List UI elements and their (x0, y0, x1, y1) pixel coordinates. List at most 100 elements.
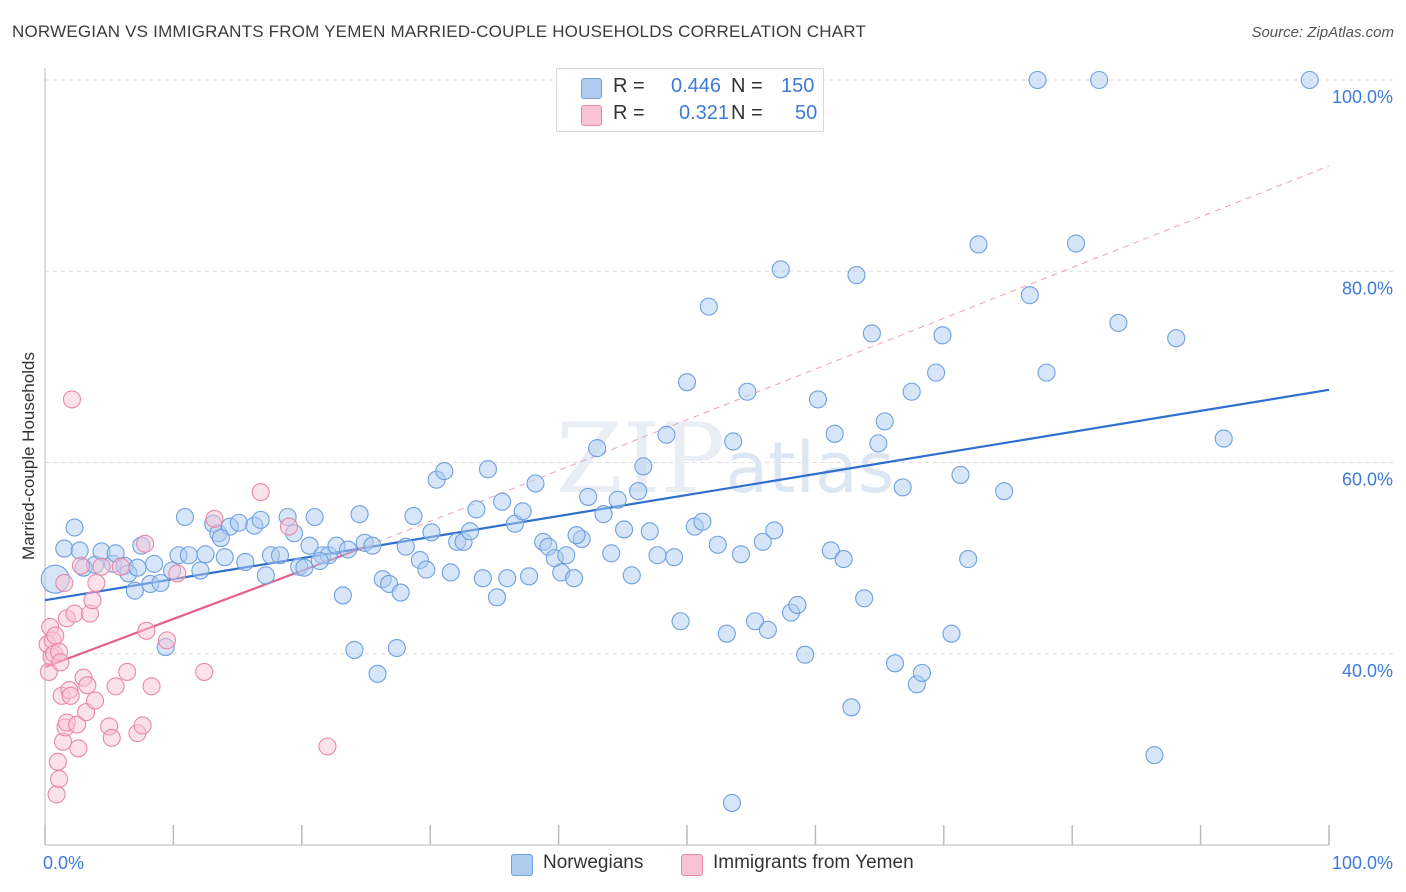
point-norwegians (215, 548, 234, 567)
point-norwegians (151, 573, 170, 593)
point-norwegians (602, 544, 621, 563)
point-norwegians (969, 235, 988, 254)
point-norwegians (65, 518, 84, 537)
point-norwegians (1067, 234, 1086, 253)
point-norwegians (422, 523, 441, 542)
y-tick-label: 80.0% (1342, 278, 1393, 298)
point-norwegians (634, 457, 653, 476)
legend-r-value: 0.446 (671, 75, 722, 97)
point-norwegians (671, 612, 690, 631)
point-norwegians (825, 424, 844, 443)
point-norwegians (657, 425, 676, 444)
point-yemen (111, 557, 130, 576)
point-yemen (61, 686, 80, 705)
point-norwegians (771, 260, 790, 279)
point-yemen (118, 662, 137, 681)
point-yemen (157, 631, 177, 650)
point-norwegians (1167, 329, 1186, 348)
point-norwegians (942, 624, 961, 643)
point-norwegians (487, 588, 507, 607)
point-norwegians (391, 583, 410, 602)
point-norwegians (724, 432, 743, 451)
point-norwegians (821, 541, 840, 560)
watermark: ZIPatlas (556, 403, 894, 515)
point-norwegians (608, 490, 627, 509)
y-axis-label: Married-couple Households (19, 352, 38, 560)
point-norwegians (847, 266, 866, 285)
point-norwegians (738, 382, 757, 401)
point-norwegians (368, 664, 387, 683)
point-norwegians (1214, 429, 1233, 448)
point-yemen (65, 604, 84, 623)
point-norwegians (912, 663, 932, 682)
point-norwegians (808, 390, 828, 409)
point-yemen (92, 557, 111, 576)
point-norwegians (1020, 286, 1039, 305)
legend-n-value: 50 (795, 102, 818, 124)
point-norwegians (579, 487, 598, 506)
point-yemen (142, 677, 161, 696)
y-tick-label: 100.0% (1332, 87, 1393, 107)
point-norwegians (350, 505, 369, 524)
point-norwegians (885, 654, 905, 673)
trend-line (44, 388, 1330, 602)
legend-n-value: 150 (781, 75, 815, 97)
point-norwegians (753, 532, 772, 551)
point-norwegians (629, 482, 648, 501)
legend-n-label: N = (731, 75, 763, 97)
point-norwegians (333, 586, 352, 605)
point-yemen (251, 483, 270, 502)
point-norwegians (731, 545, 750, 564)
point-yemen (69, 739, 88, 758)
point-norwegians (564, 569, 584, 588)
point-norwegians (493, 492, 512, 511)
point-norwegians (191, 561, 210, 580)
point-yemen (50, 769, 69, 789)
point-norwegians (251, 510, 270, 529)
trend-extension (365, 165, 1330, 548)
point-yemen (205, 509, 224, 528)
point-norwegians (869, 434, 888, 453)
correlation-legend: R = 0.446 N = 150 R = 0.321 N = 50 (556, 68, 824, 132)
point-norwegians (1300, 70, 1319, 90)
gridlines (45, 79, 1393, 655)
point-norwegians (338, 540, 358, 559)
point-norwegians (1090, 70, 1109, 90)
point-norwegians (959, 550, 978, 569)
point-norwegians (722, 793, 741, 812)
legend-n-label: N = (731, 102, 763, 124)
watermark-atlas: atlas (725, 427, 894, 509)
point-norwegians (70, 541, 89, 560)
point-norwegians (902, 382, 921, 401)
legend-swatch-blue (511, 854, 533, 876)
point-yemen (133, 716, 152, 735)
point-yemen (55, 573, 74, 593)
source-label: Source: ZipAtlas.com (1251, 24, 1394, 41)
point-norwegians (211, 528, 230, 548)
point-yemen (62, 390, 82, 409)
point-yemen (51, 653, 70, 672)
point-norwegians (677, 373, 697, 392)
point-norwegians (557, 546, 576, 565)
point-norwegians (893, 478, 912, 497)
legend-swatch-pink (581, 105, 602, 126)
point-norwegians (498, 569, 517, 588)
y-tick-label: 40.0% (1342, 661, 1393, 681)
point-yemen (47, 785, 66, 804)
point-norwegians (1109, 313, 1128, 332)
point-norwegians (128, 558, 147, 577)
legend-label: Immigrants from Yemen (713, 852, 914, 873)
point-yemen (102, 728, 121, 747)
point-norwegians (933, 326, 952, 345)
point-norwegians (55, 539, 74, 558)
point-norwegians (363, 536, 382, 555)
point-norwegians (1037, 363, 1056, 382)
point-yemen (106, 677, 125, 696)
point-norwegians (1145, 746, 1164, 765)
point-yemen (168, 564, 187, 583)
point-yemen (71, 556, 91, 575)
point-norwegians (300, 536, 319, 555)
point-norwegians (417, 560, 436, 579)
point-norwegians (765, 521, 784, 540)
